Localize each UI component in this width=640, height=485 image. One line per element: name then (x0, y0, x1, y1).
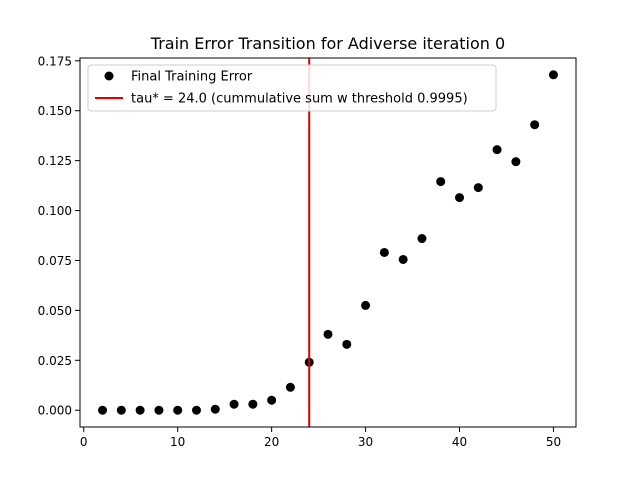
legend: Final Training Error tau* = 24.0 (cummula… (87, 64, 497, 112)
data-point (285, 382, 295, 392)
data-point (191, 405, 201, 415)
axes-frame (79, 57, 577, 428)
y-tick-label: 0.050 (38, 304, 72, 318)
data-point (229, 399, 239, 409)
data-point (436, 177, 446, 187)
y-tick-label: 0.150 (38, 104, 72, 118)
y-tick-label: 0.025 (38, 354, 72, 368)
data-point (248, 399, 258, 409)
data-point (173, 405, 183, 415)
data-point (154, 405, 164, 415)
data-point (342, 339, 352, 349)
x-tick-label: 40 (452, 435, 467, 449)
x-tick-label: 30 (358, 435, 373, 449)
legend-marker-points (104, 71, 114, 81)
legend-box (87, 64, 497, 112)
data-point (548, 70, 558, 80)
data-point (492, 145, 502, 155)
x-tick-label: 20 (264, 435, 279, 449)
data-point (530, 120, 540, 130)
data-point (417, 234, 427, 244)
chart-title: Train Error Transition for Adiverse iter… (150, 34, 505, 53)
data-point (511, 157, 521, 167)
x-tick-label: 10 (170, 435, 185, 449)
data-point (135, 405, 145, 415)
data-point (379, 247, 389, 257)
data-point (98, 405, 108, 415)
data-point (473, 183, 483, 193)
data-point (455, 193, 465, 203)
data-point (210, 404, 220, 414)
y-tick-label: 0.075 (38, 254, 72, 268)
plot-area: 0 10 20 30 40 50 0.000 0.025 0.050 0.075 0.100 0.12… (38, 54, 577, 449)
data-point (323, 329, 333, 339)
y-tick-label: 0.000 (38, 404, 72, 418)
legend-label-threshold: tau* = 24.0 (cummulative sum w threshold… (131, 92, 468, 107)
data-point (116, 405, 126, 415)
data-point (267, 395, 277, 405)
data-point (361, 300, 371, 310)
x-tick-label: 0 (80, 435, 88, 449)
legend-label-points: Final Training Error (131, 70, 253, 85)
x-tick-label: 50 (546, 435, 561, 449)
data-point (398, 254, 408, 264)
y-tick-label: 0.175 (38, 54, 72, 68)
y-tick-label: 0.125 (38, 154, 72, 168)
y-tick-label: 0.100 (38, 204, 72, 218)
